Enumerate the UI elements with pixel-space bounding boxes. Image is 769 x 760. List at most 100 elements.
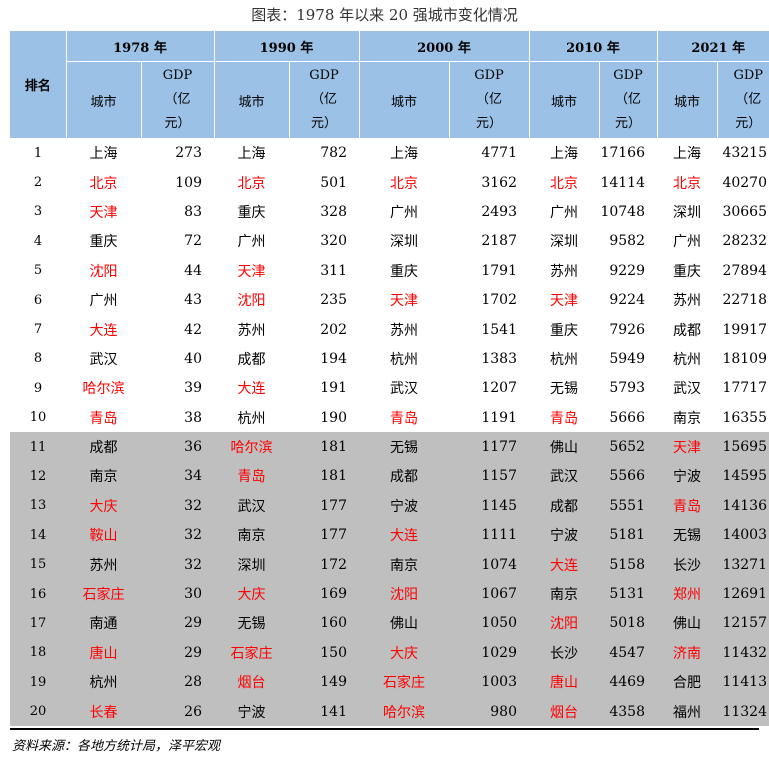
- year-header-1978: 1978 年: [65, 31, 214, 62]
- gdp-cell: 36: [141, 432, 214, 462]
- city-cell: 重庆: [550, 322, 578, 339]
- gdp-cell: 141: [289, 696, 359, 727]
- rank-cell: 2: [33, 175, 43, 191]
- gdp-cell: 1383: [481, 350, 517, 367]
- gdp-cell: 177: [289, 491, 359, 521]
- gdp-cell: 181: [289, 461, 359, 492]
- gdp-cell: 11324: [717, 696, 769, 727]
- city-cell: 天津: [550, 293, 578, 310]
- gdp-cell: 160: [289, 608, 359, 639]
- gdp-cell: 1145: [449, 491, 529, 521]
- city-cell: 杭州: [673, 351, 701, 368]
- city-cell: 成都: [529, 491, 599, 521]
- city-cell: 石家庄: [214, 638, 289, 668]
- gdp-cell: 1207: [481, 380, 517, 397]
- gdp-cell: 14114: [600, 174, 645, 191]
- gdp-cell: 4771: [481, 144, 517, 161]
- table-row: 11 成都 36 哈尔滨 181 无锡 1177 佛山 5652 天津 15695: [10, 432, 769, 462]
- gdp-cell: 149: [289, 667, 359, 697]
- city-cell: 石家庄: [66, 579, 141, 609]
- gdp-header-line: GDP: [474, 68, 504, 83]
- year-header-2021: 2021 年: [656, 31, 769, 62]
- gdp-cell: 328: [320, 203, 347, 220]
- city-cell: 沈阳: [529, 608, 599, 639]
- city-cell: 武汉: [673, 381, 701, 398]
- city-cell: 青岛: [214, 461, 289, 492]
- city-cell: 唐山: [66, 638, 141, 668]
- city-cell: 唐山: [529, 667, 599, 697]
- gdp-cell: 980: [449, 696, 529, 727]
- gdp-cell: 44: [184, 262, 202, 279]
- city-cell: 福州: [657, 696, 717, 727]
- city-cell: 佛山: [657, 608, 717, 639]
- gdp-cell: 5566: [599, 461, 657, 492]
- year-header-2010: 2010 年: [528, 31, 657, 62]
- gdp-cell: 29: [141, 638, 214, 668]
- city-cell: 武汉: [214, 491, 289, 521]
- gdp-cell: 39: [184, 380, 202, 397]
- city-cell: 哈尔滨: [359, 696, 449, 727]
- table-row: 3 天津 83 重庆 328 广州 2493 广州 10748 深圳 30665: [10, 197, 769, 226]
- gdp-header-line: 元）: [735, 116, 762, 131]
- city-cell: 天津: [390, 293, 418, 310]
- gdp-cell: 83: [184, 203, 202, 220]
- city-cell: 大连: [529, 549, 599, 580]
- city-cell: 重庆: [89, 234, 118, 251]
- gdp-column-header: GDP （亿 元）: [288, 61, 359, 138]
- city-cell: 北京: [237, 175, 266, 192]
- city-column-header: 城市: [528, 61, 599, 138]
- city-cell: 青岛: [390, 410, 418, 427]
- gdp-cell: 2187: [481, 233, 517, 250]
- city-cell: 大庆: [66, 491, 141, 521]
- city-cell: 沈阳: [359, 579, 449, 609]
- city-cell: 郑州: [657, 579, 717, 609]
- city-cell: 烟台: [529, 696, 599, 727]
- gdp-header-line: GDP: [733, 68, 764, 83]
- gdp-cell: 26: [141, 696, 214, 727]
- gdp-cell: 1050: [449, 608, 529, 639]
- city-cell: 无锡: [657, 520, 717, 550]
- gdp-cell: 12157: [717, 608, 769, 639]
- city-cell: 南京: [529, 579, 599, 609]
- gdp-cell: 72: [184, 233, 202, 250]
- rank-cell: 13: [10, 491, 66, 521]
- gdp-cell: 27894: [722, 262, 767, 279]
- gdp-cell: 16355: [722, 409, 767, 426]
- gdp-cell: 11413: [717, 667, 769, 697]
- rank-cell: 9: [33, 380, 43, 396]
- city-cell: 青岛: [89, 410, 118, 427]
- city-cell: 无锡: [359, 432, 449, 462]
- city-column-header: 城市: [358, 61, 449, 138]
- gdp-cell: 311: [320, 262, 347, 279]
- table-row: 10 青岛 38 杭州 190 青岛 1191 青岛 5666 南京 16355: [10, 403, 769, 432]
- city-cell: 武汉: [529, 461, 599, 492]
- city-cell: 杭州: [390, 351, 418, 368]
- gdp-cell: 1702: [481, 292, 517, 309]
- table-row: 9 哈尔滨 39 大连 191 武汉 1207 无锡 5793 武汉 17717: [10, 374, 769, 403]
- gdp-cell: 1177: [449, 432, 529, 462]
- gdp-cell: 28: [141, 667, 214, 697]
- gdp-cell: 181: [289, 432, 359, 462]
- city-cell: 南京: [214, 520, 289, 550]
- gdp-cell: 169: [289, 579, 359, 609]
- city-cell: 天津: [237, 263, 266, 280]
- gdp-cell: 43: [184, 292, 202, 309]
- gdp-cell: 3162: [481, 174, 517, 191]
- rank-cell: 20: [10, 696, 66, 727]
- gdp-cell: 782: [320, 144, 347, 161]
- gdp-header-line: （亿: [735, 92, 762, 107]
- city-cell: 杭州: [237, 410, 266, 427]
- table-row: 20 长春 26 宁波 141 哈尔滨 980 烟台 4358 福州 11324: [10, 696, 769, 727]
- city-column-header: 城市: [65, 61, 141, 138]
- city-cell: 成都: [359, 461, 449, 492]
- table-bottom-rule: [10, 728, 759, 730]
- city-cell: 宁波: [657, 461, 717, 492]
- rank-cell: 6: [33, 292, 43, 308]
- gdp-cell: 9582: [609, 233, 645, 250]
- table-row: 13 大庆 32 武汉 177 宁波 1145 成都 5551 青岛 14136: [10, 491, 769, 521]
- rank-cell: 19: [10, 667, 66, 697]
- rank-cell: 18: [10, 638, 66, 668]
- rank-cell: 11: [10, 432, 66, 462]
- gdp-cell: 15695: [717, 432, 769, 462]
- rank-cell: 3: [33, 204, 43, 220]
